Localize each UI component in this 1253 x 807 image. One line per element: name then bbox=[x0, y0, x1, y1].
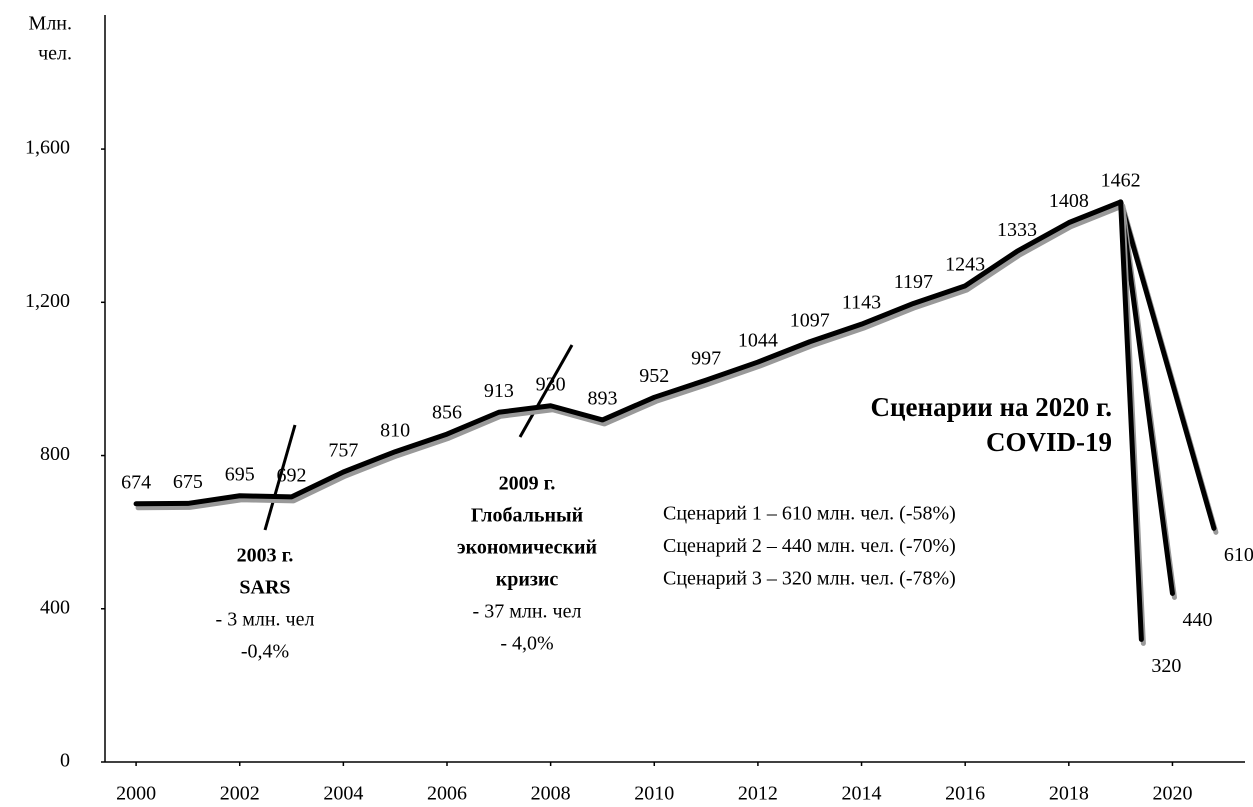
scenario-text: Сценарий 3 – 320 млн. чел. (-78%) bbox=[663, 568, 956, 590]
x-tick-label: 2020 bbox=[1152, 783, 1192, 805]
data-label: 893 bbox=[587, 388, 617, 410]
data-label: 674 bbox=[121, 471, 151, 493]
data-label: 1243 bbox=[945, 253, 985, 275]
scenario-text: Сценарий 1 – 610 млн. чел. (-58%) bbox=[663, 503, 956, 525]
y-label: чел. bbox=[38, 43, 72, 65]
annotation-bold: кризис bbox=[496, 569, 559, 591]
annotation-bold: Глобальный bbox=[471, 505, 583, 527]
callout bbox=[518, 344, 574, 438]
scenario-title: COVID-19 bbox=[986, 427, 1112, 457]
x-tick-label: 2010 bbox=[634, 783, 674, 805]
data-label: 692 bbox=[277, 465, 307, 487]
x-tick-label: 2008 bbox=[531, 783, 571, 805]
scenario-line bbox=[1118, 199, 1144, 642]
annotation-text: -0,4% bbox=[241, 641, 289, 663]
annotation-bold: 2003 г. bbox=[237, 545, 294, 567]
x-tick-label: 2004 bbox=[323, 783, 363, 805]
x-tick-label: 2018 bbox=[1049, 783, 1089, 805]
x-tick-label: 2000 bbox=[116, 783, 156, 805]
scenario-value: 610 bbox=[1224, 544, 1253, 566]
annotation-text: - 37 млн. чел bbox=[473, 601, 582, 623]
data-label: 1044 bbox=[738, 330, 778, 352]
annotation-bold: 2009 г. bbox=[499, 473, 556, 495]
data-label: 856 bbox=[432, 402, 462, 424]
x-tick-label: 2006 bbox=[427, 783, 467, 805]
data-label: 757 bbox=[328, 440, 358, 462]
scenario-line bbox=[1118, 199, 1175, 596]
data-label: 1197 bbox=[894, 271, 933, 293]
data-label: 1333 bbox=[997, 219, 1037, 241]
data-label: 930 bbox=[536, 373, 566, 395]
callout bbox=[263, 424, 297, 531]
data-label: 675 bbox=[173, 471, 203, 493]
annotation-bold: SARS bbox=[239, 577, 290, 599]
data-label: 913 bbox=[484, 380, 514, 402]
scenario-text: Сценарий 2 – 440 млн. чел. (-70%) bbox=[663, 535, 956, 557]
data-label: 1097 bbox=[790, 309, 830, 331]
data-label: 1462 bbox=[1101, 170, 1141, 192]
x-tick-label: 2016 bbox=[945, 783, 985, 805]
y-label: Млн. bbox=[29, 13, 72, 35]
scenario-line bbox=[1118, 199, 1217, 531]
data-label: 810 bbox=[380, 419, 410, 441]
annotation-text: - 3 млн. чел bbox=[216, 609, 315, 631]
y-tick-label: 1,600 bbox=[25, 137, 70, 159]
annotation-bold: экономический bbox=[457, 537, 597, 559]
data-label: 695 bbox=[225, 463, 255, 485]
y-tick-label: 1,200 bbox=[25, 290, 70, 312]
data-label: 1408 bbox=[1049, 190, 1089, 212]
y-tick-label: 0 bbox=[60, 750, 70, 772]
data-label: 1143 bbox=[842, 292, 881, 314]
scenario-title: Сценарии на 2020 г. bbox=[871, 392, 1113, 422]
x-tick-label: 2012 bbox=[738, 783, 778, 805]
y-tick-label: 800 bbox=[40, 443, 70, 465]
scenario-value: 320 bbox=[1151, 655, 1181, 677]
x-tick-label: 2014 bbox=[842, 783, 882, 805]
data-label: 952 bbox=[639, 365, 669, 387]
y-tick-label: 400 bbox=[40, 596, 70, 618]
line bbox=[133, 199, 1124, 507]
data-label: 997 bbox=[691, 348, 721, 370]
scenario-value: 440 bbox=[1182, 609, 1212, 631]
annotation-text: - 4,0% bbox=[500, 633, 553, 655]
x-tick-label: 2002 bbox=[220, 783, 260, 805]
